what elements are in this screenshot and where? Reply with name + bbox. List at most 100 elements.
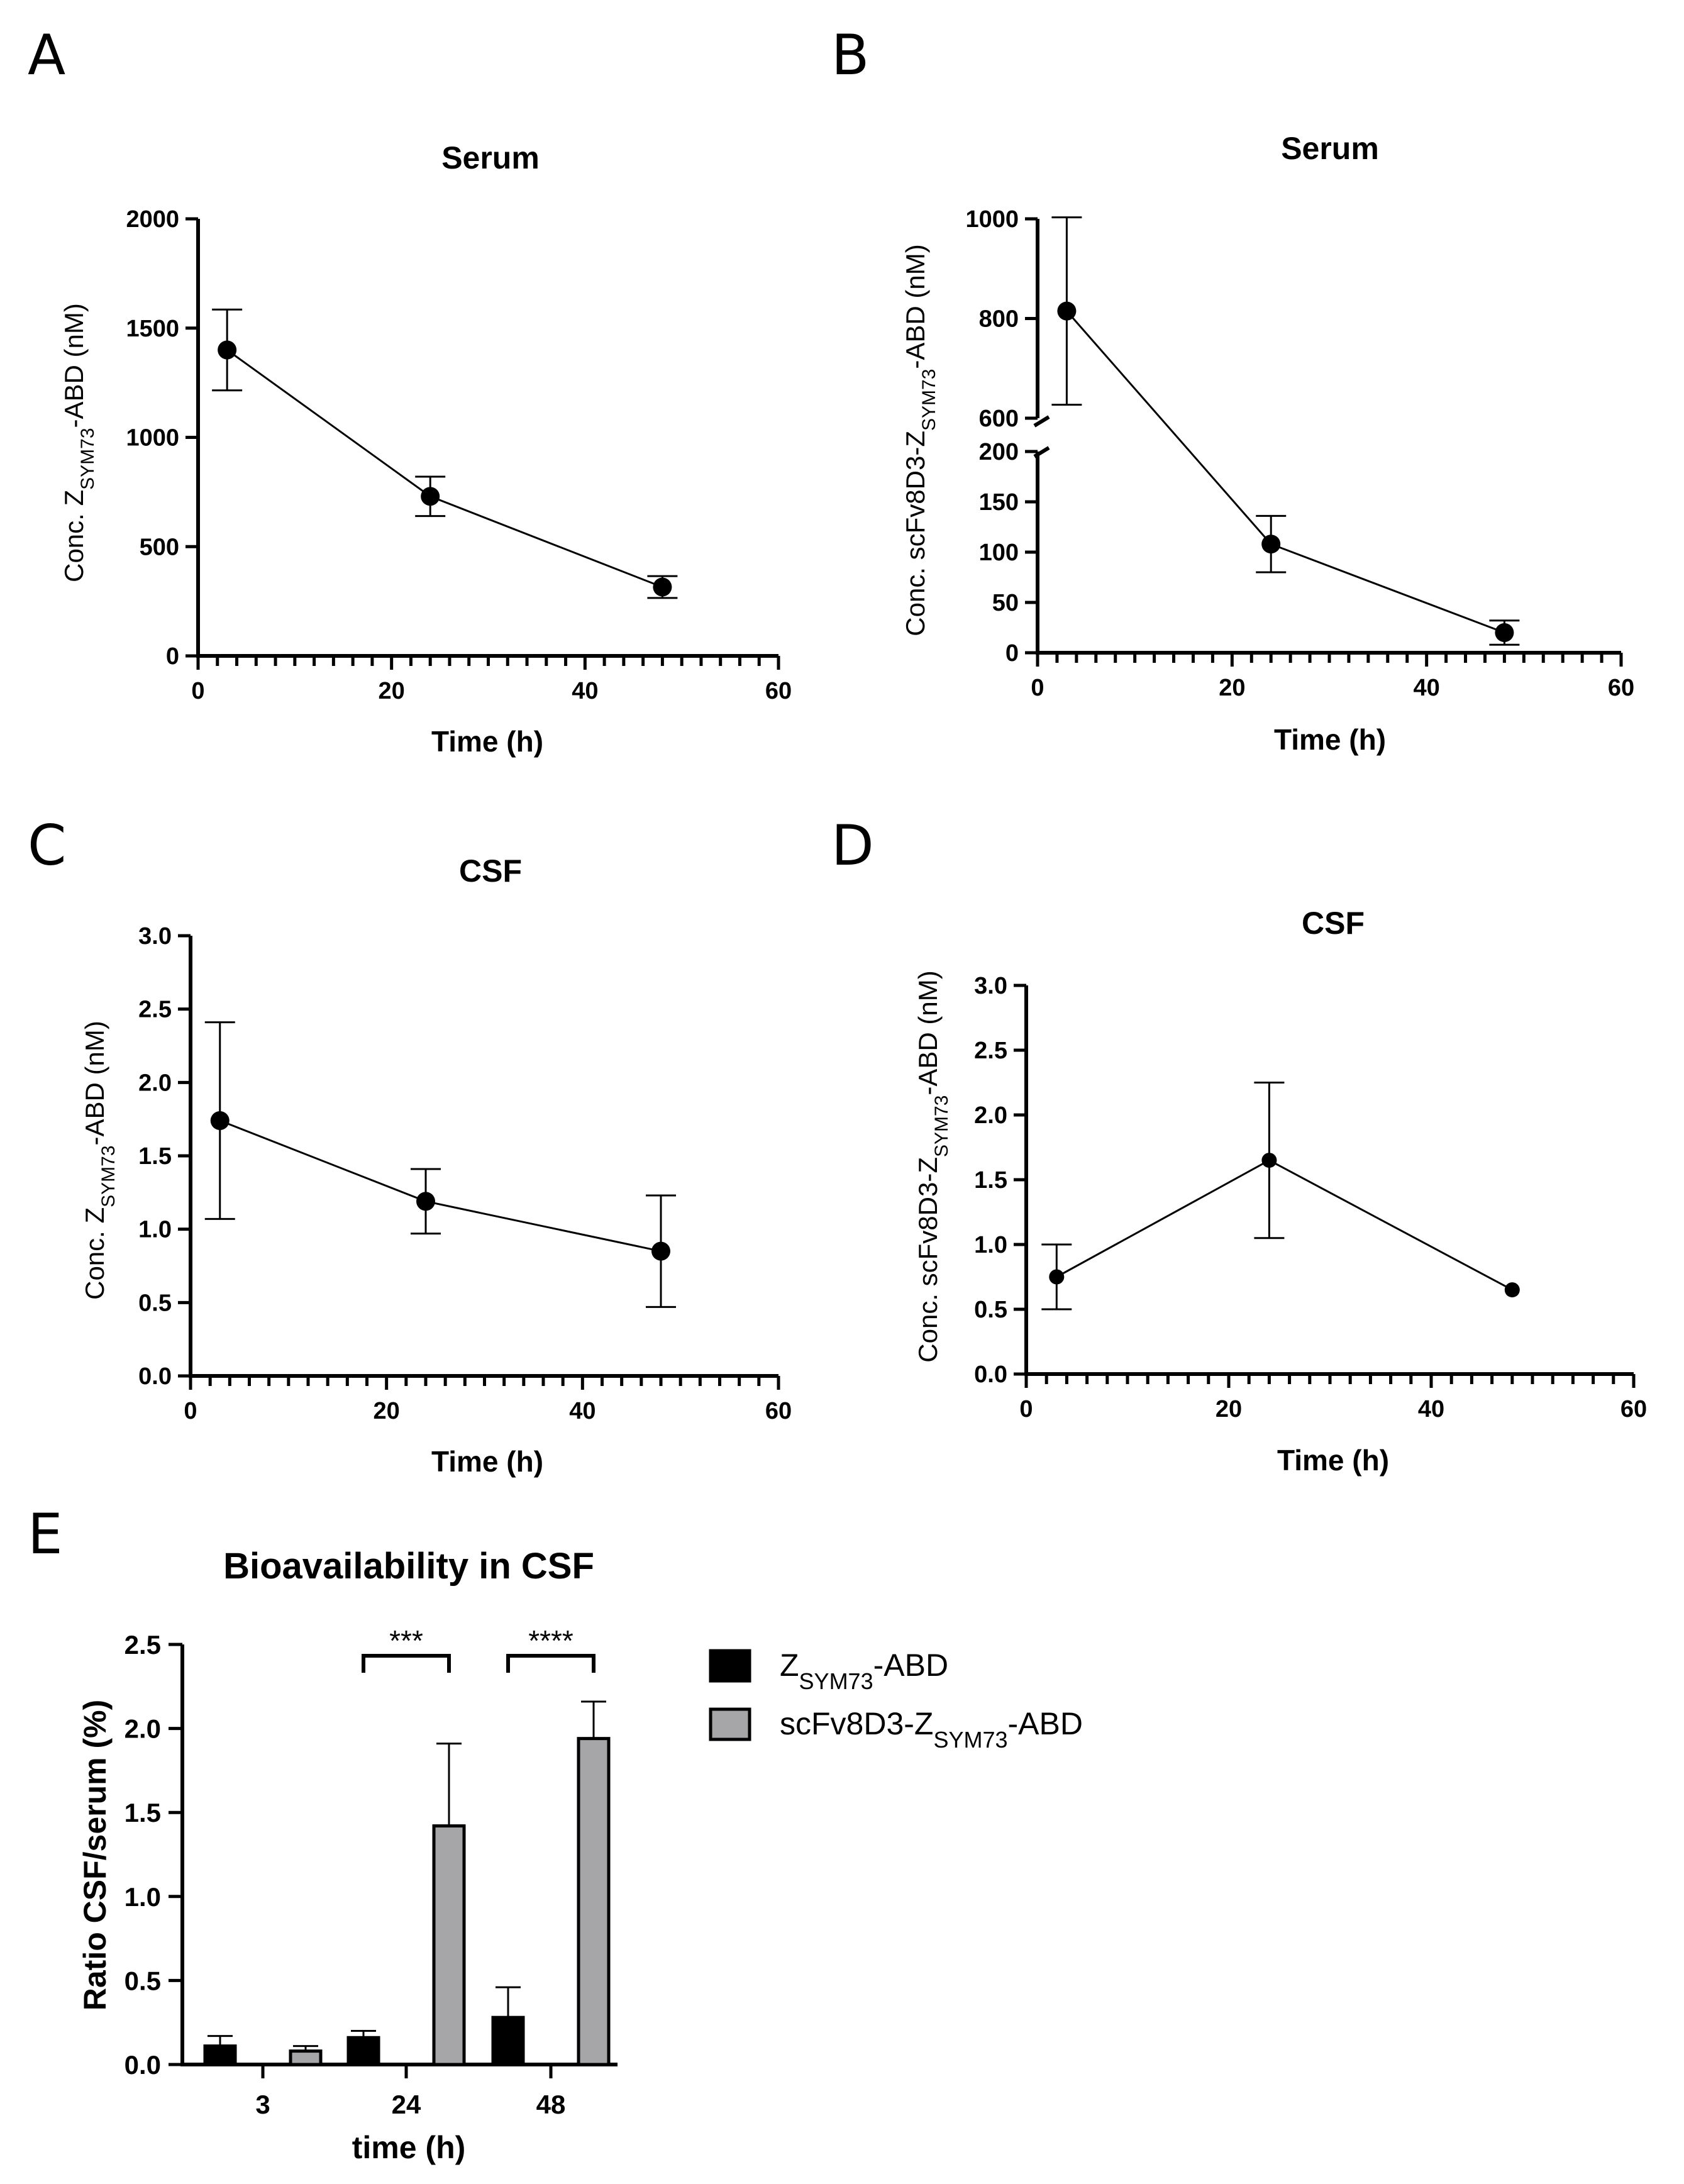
y-tick-label-c: 2.5 [138,997,172,1023]
significance-label: *** [389,1624,423,1657]
data-point-c [651,1241,670,1261]
panel-c: C CSF Time (h) Conc. ZSYM73-ABD (nM) 0 20… [28,813,792,1478]
panel-a: A Serum Time (h) Conc. ZSYM73-ABD (nM) 0… [28,23,792,758]
y-tick-label-e: 2.5 [125,1630,161,1660]
chart-title-d: CSF [1302,906,1365,941]
y-tick-label-c: 0.5 [138,1290,172,1316]
data-point-c [210,1111,230,1130]
data-point-d [1261,1153,1277,1168]
y-tick-label-e: 0.5 [125,1966,161,1995]
x-tick-label-b: 40 [1414,675,1440,701]
data-point-d [1049,1269,1065,1285]
y-tick-label-b: 150 [979,489,1019,516]
data-point-a [218,340,237,360]
y-tick-label-e: 1.5 [125,1798,161,1827]
plot-area-c: 0 20 40 60 0.0 0.5 1.0 1.5 2.0 2.5 3.0 [138,923,792,1424]
y-tick-label-b: 600 [979,406,1019,432]
x-tick-label-d: 60 [1620,1396,1647,1422]
x-tick-label-a: 20 [379,678,405,704]
significance-label: **** [528,1624,573,1657]
legend-label-series-1: ZSYM73-ABD [780,1648,948,1694]
y-tick-label-c: 1.5 [138,1143,172,1170]
y-tick-label-b: 100 [979,540,1019,566]
x-tick-label-b: 0 [1031,675,1044,701]
y-tick-label-d: 0.5 [974,1297,1007,1323]
y-tick-label-b: 0 [1005,640,1019,667]
y-tick-label-c: 2.0 [138,1070,172,1096]
y-tick-label-e: 1.0 [125,1882,161,1912]
x-tick-label-d: 40 [1418,1396,1444,1422]
significance-bracket [362,1654,451,1673]
panel-e: E Bioavailability in CSF time (h) Ratio … [28,1502,1083,2165]
chart-title-a: Serum [441,140,540,175]
data-point-a [421,487,440,506]
x-axis-label-a: Time (h) [431,725,543,758]
y-tick-label-c: 1.0 [138,1217,172,1243]
y-tick-label-d: 1.0 [974,1232,1007,1258]
y-tick-label-b: 50 [992,590,1019,616]
panel-label-d: D [831,813,874,878]
data-point-d [1504,1282,1520,1298]
legend: ZSYM73-ABD scFv8D3-ZSYM73-ABD [709,1648,1083,1753]
panel-b: B Serum Time (h) Conc. scFv8D3-ZSYM73-AB… [831,23,1634,756]
legend-swatch-series-2 [709,1707,751,1741]
data-point-b [1495,623,1514,642]
y-tick-label-a: 0 [166,643,179,670]
data-point-b [1261,535,1281,554]
y-tick-label-d: 1.5 [974,1167,1007,1194]
x-tick-label-c: 20 [374,1398,400,1424]
axis-break-mark-b [1033,446,1050,458]
x-tick-label-a: 0 [191,678,204,704]
y-axis-label-c: Conc. ZSYM73-ABD (nM) [80,1021,119,1300]
x-tick-label-b: 20 [1219,675,1245,701]
x-tick-label-a: 40 [572,678,598,704]
x-axis-label-d: Time (h) [1277,1444,1389,1477]
x-tick-label-c: 60 [765,1398,792,1424]
bar-series-1 [491,2015,525,2066]
x-tick-label-d: 0 [1019,1396,1033,1422]
chart-title-e: Bioavailability in CSF [223,1546,594,1587]
series-line-c [219,1119,662,1253]
y-tick-label-d: 0.0 [974,1361,1007,1388]
y-tick-label-a: 1500 [126,316,179,342]
x-tick-label-b: 60 [1608,675,1634,701]
x-tick-label-e: 48 [536,2090,566,2119]
series-line-d [1056,1159,1513,1291]
y-axis-label-a: Conc. ZSYM73-ABD (nM) [59,303,98,582]
bar-series-2 [432,1824,466,2066]
y-tick-label-d: 2.5 [974,1038,1007,1064]
bar-series-1 [203,2044,237,2066]
x-tick-label-d: 20 [1216,1396,1242,1422]
legend-label-series-2: scFv8D3-ZSYM73-ABD [780,1706,1083,1753]
y-tick-label-b: 1000 [965,206,1019,233]
y-tick-label-e: 2.0 [125,1714,161,1744]
chart-title-b: Serum [1281,131,1379,166]
y-tick-label-d: 3.0 [974,973,1007,999]
y-axis-label-b: Conc. scFv8D3-ZSYM73-ABD (nM) [900,244,939,636]
x-tick-label-c: 0 [184,1398,197,1424]
series-line-a [226,349,663,588]
x-tick-label-e: 3 [255,2090,270,2119]
x-axis-label-e: time (h) [352,2130,466,2165]
bar-series-1 [346,2036,380,2066]
plot-area-a: 0 20 40 60 0 500 1000 1500 2000 [126,206,792,704]
series-line-b [1066,310,1505,634]
x-tick-label-e: 24 [392,2090,421,2119]
legend-swatch-series-1 [709,1649,751,1683]
data-point-a [653,577,672,597]
panel-label-a: A [28,23,65,87]
data-point-c [416,1192,435,1211]
y-tick-label-e: 0.0 [125,2050,161,2080]
x-tick-label-a: 60 [765,678,792,704]
y-tick-label-a: 1000 [126,425,179,452]
y-tick-label-d: 2.0 [974,1102,1007,1129]
panel-label-e: E [28,1502,63,1566]
panel-label-b: B [831,23,869,87]
y-tick-label-c: 3.0 [138,923,172,950]
plot-area-d: 0 20 40 60 0.0 0.5 1.0 1.5 2.0 2.5 3.0 [974,973,1647,1422]
y-tick-label-a: 500 [140,534,179,560]
x-tick-label-c: 40 [569,1398,595,1424]
chart-title-c: CSF [459,853,522,889]
